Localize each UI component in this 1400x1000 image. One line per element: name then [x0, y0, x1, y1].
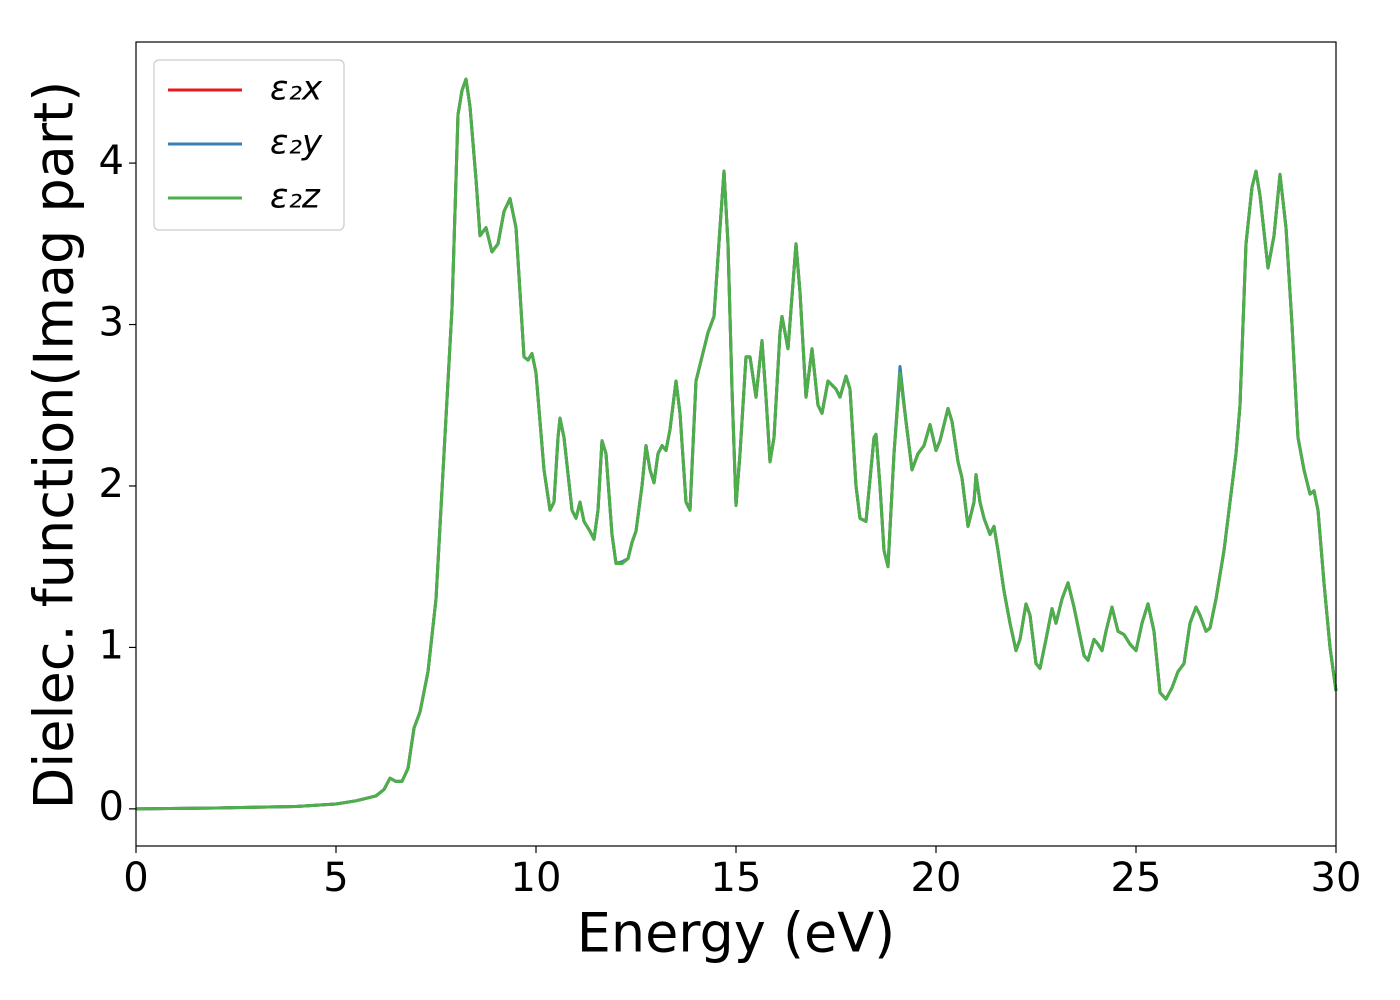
legend-label: ε₂x [270, 69, 323, 109]
y-tick-label: 3 [99, 300, 124, 346]
y-axis-label: Dielec. function(Imag part) [23, 81, 86, 810]
x-tick-label: 30 [1311, 855, 1362, 901]
y-tick-label: 0 [99, 784, 124, 830]
series-line [135, 77, 1338, 811]
x-tick-label: 15 [711, 855, 762, 901]
x-tick-label: 20 [911, 855, 962, 901]
x-tick-label: 10 [511, 855, 562, 901]
plot-frame [135, 41, 1337, 847]
x-tick-label: 0 [123, 855, 148, 901]
legend-label: ε₂y [270, 123, 323, 163]
y-tick-label: 2 [99, 461, 124, 507]
x-tick-label: 25 [1111, 855, 1162, 901]
x-tick-label: 5 [323, 855, 348, 901]
y-tick-label: 1 [99, 622, 124, 668]
y-tick-label: 4 [99, 138, 124, 184]
legend-box [153, 59, 345, 231]
x-axis-label: Energy (eV) [577, 902, 896, 965]
legend-label: ε₂z [270, 177, 321, 217]
